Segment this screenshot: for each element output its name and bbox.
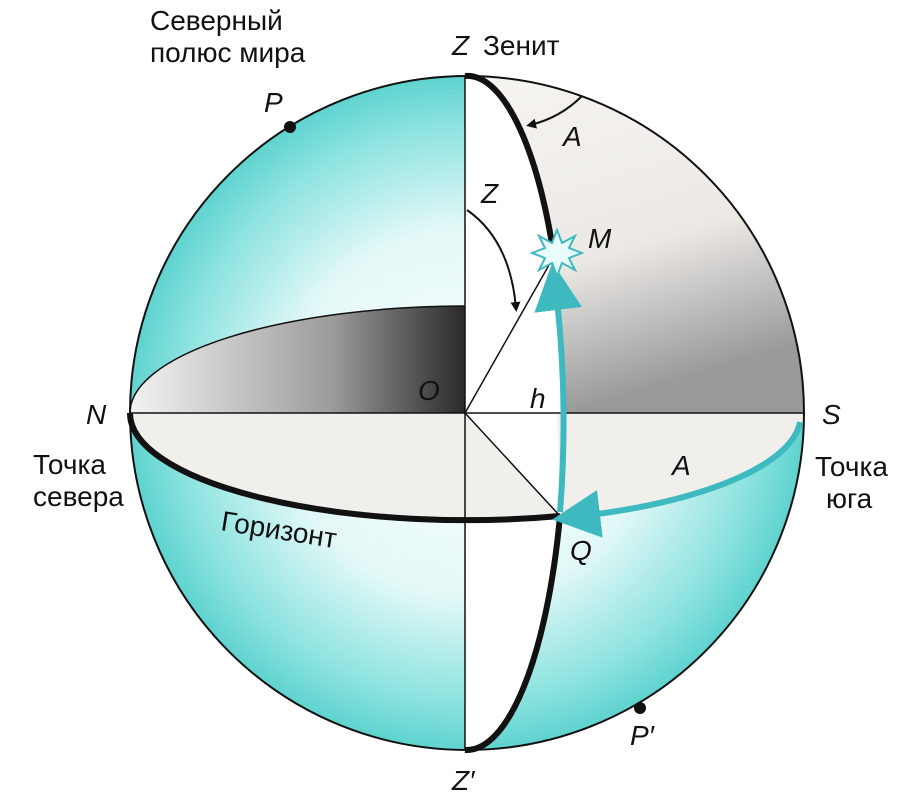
label: Z — [451, 30, 470, 61]
label: P — [264, 87, 283, 118]
star — [532, 230, 582, 276]
label: M — [588, 223, 612, 254]
label: Точка — [815, 451, 888, 482]
label: Z — [480, 178, 499, 209]
label: h — [530, 383, 546, 414]
label: N — [86, 399, 107, 430]
label: P′ — [630, 720, 656, 751]
label: S — [822, 399, 841, 430]
label: Z′ — [451, 765, 476, 796]
celestial-sphere-diagram: Северный полюс мира Z Зенит P A Z M O h … — [0, 0, 910, 803]
label: Северный — [150, 5, 283, 36]
label: юга — [826, 483, 873, 514]
sphere-graphics — [130, 76, 804, 750]
south-pole-dot — [634, 702, 646, 714]
label: Точка — [33, 449, 106, 480]
label: O — [418, 375, 440, 406]
label: Q — [570, 535, 592, 566]
pole-dot — [284, 121, 296, 133]
label: полюс мира — [150, 37, 306, 68]
label: A — [561, 121, 582, 152]
label: севера — [33, 481, 124, 512]
label: Зенит — [483, 30, 560, 61]
label: A — [670, 450, 691, 481]
